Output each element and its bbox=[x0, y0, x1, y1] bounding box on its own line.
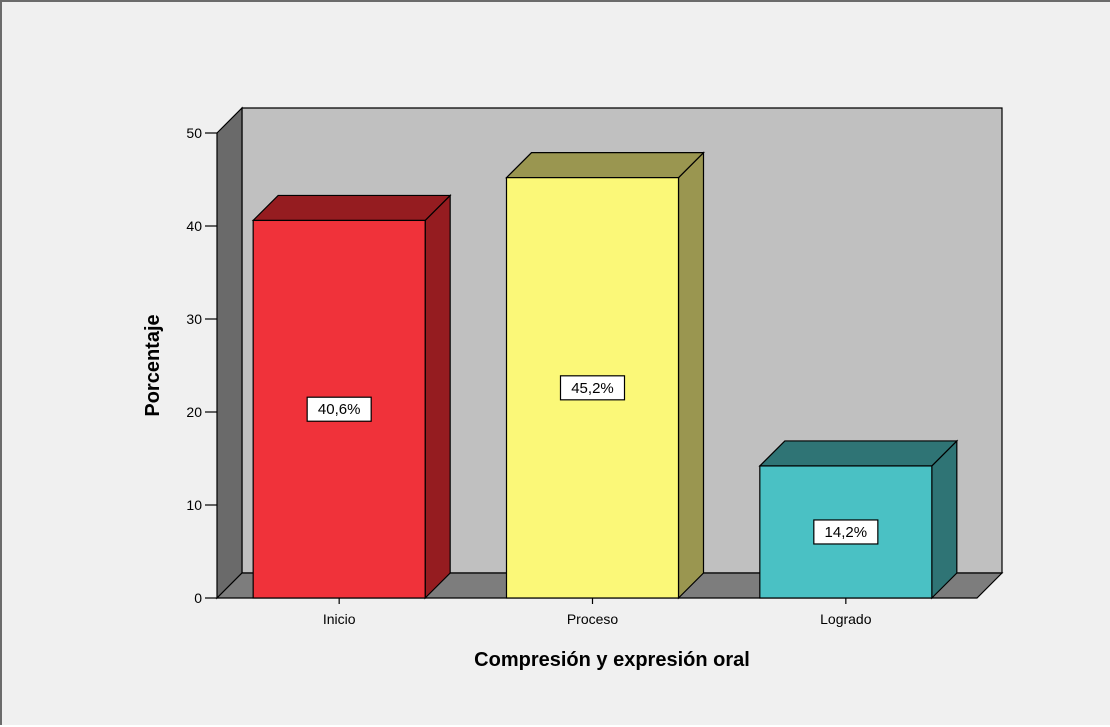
y-tick-label: 20 bbox=[186, 404, 202, 420]
bar-proceso: 45,2% bbox=[505, 151, 705, 600]
bars-group: 40,6% 45,2% 14,2% bbox=[251, 151, 959, 600]
data-label-box bbox=[306, 396, 372, 422]
data-label-text: 14,2% bbox=[825, 524, 868, 541]
y-axis-title: Porcentaje bbox=[142, 314, 164, 416]
y-tick-label: 0 bbox=[194, 590, 202, 606]
y-tick-label: 10 bbox=[186, 497, 202, 513]
y-tick-label: 40 bbox=[186, 218, 202, 234]
data-label-box bbox=[813, 519, 879, 545]
bar-logrado: 14,2% bbox=[758, 439, 959, 600]
data-label-text: 40,6% bbox=[318, 401, 361, 418]
x-tick-label: Inicio bbox=[323, 611, 356, 627]
data-label-inicio: 40,6% bbox=[306, 396, 372, 422]
data-label-box bbox=[559, 375, 626, 401]
bar-top-face bbox=[758, 440, 959, 467]
bar-side-face bbox=[677, 151, 705, 600]
bar-inicio: 40,6% bbox=[251, 193, 452, 600]
bar-side-face bbox=[424, 193, 451, 600]
side-wall bbox=[216, 106, 243, 600]
bar-top-face bbox=[251, 194, 452, 222]
y-tick-label: 30 bbox=[186, 311, 202, 327]
data-label-logrado: 14,2% bbox=[813, 519, 879, 545]
y-tick-label: 50 bbox=[186, 125, 202, 141]
y-axis: 0 10 20 30 40 50 bbox=[186, 125, 217, 606]
data-label-text: 45,2% bbox=[571, 380, 614, 397]
x-axis-title: Compresión y expresión oral bbox=[474, 649, 750, 671]
x-tick-label: Proceso bbox=[567, 611, 619, 627]
x-axis: Inicio Proceso Logrado bbox=[323, 598, 872, 627]
bar-top-face bbox=[505, 152, 705, 179]
x-tick-label: Logrado bbox=[820, 611, 872, 627]
bar-side-face bbox=[931, 439, 958, 600]
data-label-proceso: 45,2% bbox=[559, 375, 626, 401]
